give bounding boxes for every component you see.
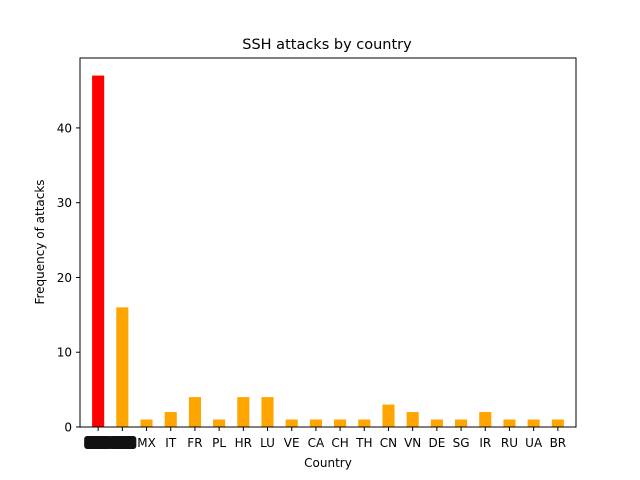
bar-cn bbox=[382, 404, 395, 427]
x-tick-label: SG bbox=[453, 436, 470, 450]
y-tick-label: 0 bbox=[64, 421, 72, 435]
x-tick-label-redacted bbox=[84, 436, 113, 449]
x-tick-label: FR bbox=[187, 436, 202, 450]
x-tick-label: IR bbox=[479, 436, 491, 450]
y-axis-ticks: 0 10 20 30 40 bbox=[57, 121, 80, 435]
bar-redacted-0 bbox=[92, 75, 105, 427]
bar-it bbox=[164, 412, 177, 427]
bar-ua bbox=[527, 419, 540, 427]
x-tick-label: PL bbox=[212, 436, 226, 450]
x-axis-title: Country bbox=[304, 456, 352, 470]
bar-th bbox=[358, 419, 371, 427]
y-tick-label: 10 bbox=[57, 346, 72, 360]
y-tick-label: 30 bbox=[57, 196, 72, 210]
x-tick-label: VE bbox=[284, 436, 300, 450]
bars bbox=[92, 75, 564, 427]
bar-sg bbox=[455, 419, 468, 427]
x-tick-label: DE bbox=[428, 436, 445, 450]
bar-de bbox=[430, 419, 443, 427]
bar-ca bbox=[309, 419, 322, 427]
x-tick-label: CH bbox=[331, 436, 348, 450]
bar-ch bbox=[334, 419, 347, 427]
bar-fr bbox=[188, 397, 201, 427]
bar-hr bbox=[237, 397, 250, 427]
x-tick-label: CN bbox=[380, 436, 397, 450]
bar-lu bbox=[261, 397, 274, 427]
y-tick-label: 40 bbox=[57, 121, 72, 135]
bar-mx bbox=[140, 419, 153, 427]
chart-title: SSH attacks by country bbox=[242, 37, 412, 53]
bar-br bbox=[551, 419, 564, 427]
x-tick-label: RU bbox=[501, 436, 518, 450]
plot-frame bbox=[79, 57, 577, 428]
x-tick-label: VN bbox=[404, 436, 421, 450]
x-tick-label: TH bbox=[355, 436, 372, 450]
x-tick-label: HR bbox=[235, 436, 252, 450]
bar-ir bbox=[479, 412, 492, 427]
x-tick-label: LU bbox=[260, 436, 275, 450]
x-axis-ticks: MX IT FR PL HR LU VE CA CH TH CN VN DE SG IR RU UA BR bbox=[84, 427, 566, 450]
bar-ru bbox=[503, 419, 516, 427]
x-tick-label: BR bbox=[550, 436, 567, 450]
bar-ve bbox=[285, 419, 298, 427]
x-tick-label-redacted bbox=[108, 436, 137, 449]
y-tick-label: 20 bbox=[57, 271, 72, 285]
y-axis-title: Frequency of attacks bbox=[33, 179, 47, 304]
bar-pl bbox=[213, 419, 226, 427]
x-tick-label: IT bbox=[165, 436, 177, 450]
x-tick-label: MX bbox=[137, 436, 156, 450]
x-tick-label: UA bbox=[525, 436, 543, 450]
x-tick-label: CA bbox=[308, 436, 325, 450]
bar-vn bbox=[406, 412, 419, 427]
bar-redacted-1 bbox=[116, 307, 129, 427]
